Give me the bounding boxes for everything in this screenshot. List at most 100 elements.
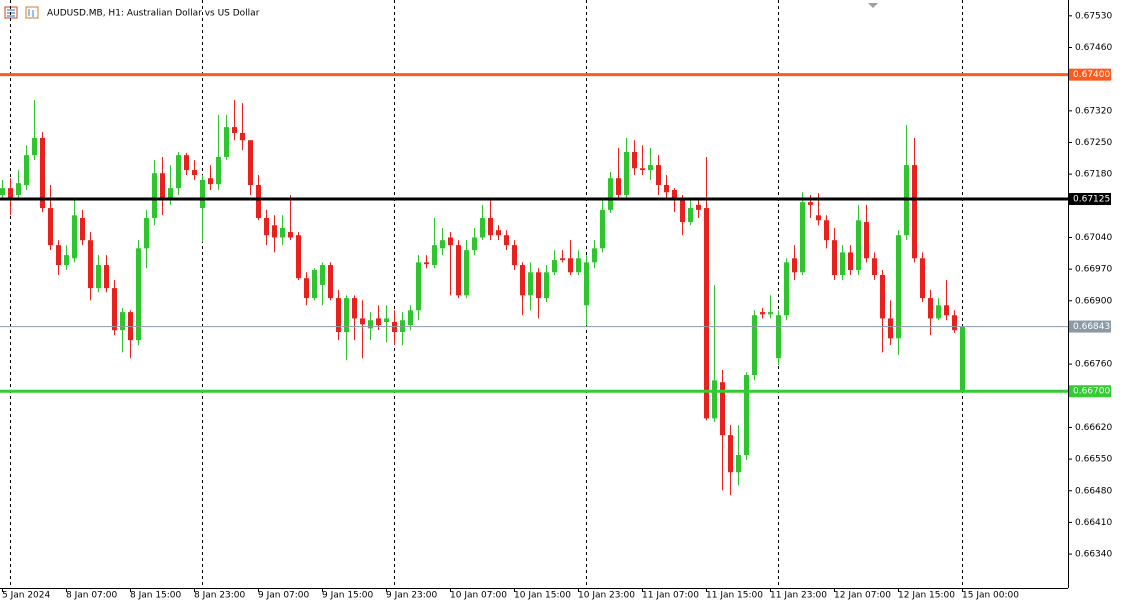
candle-body <box>920 258 925 299</box>
candle-body <box>256 184 261 219</box>
candle-body <box>320 265 325 285</box>
candle-body <box>168 188 173 200</box>
candle-body <box>800 202 805 273</box>
candle-body <box>496 230 501 236</box>
candle-body <box>384 318 389 323</box>
candle-body <box>72 215 77 259</box>
candle-body <box>24 155 29 185</box>
candle-body <box>760 312 765 315</box>
candle-body <box>456 245 461 296</box>
candle-body <box>656 165 661 185</box>
candle-body <box>360 318 365 325</box>
candle-body <box>336 298 341 332</box>
candle-body <box>872 258 877 276</box>
candle-body <box>552 260 557 273</box>
candle-body <box>464 250 469 296</box>
x-tick-label: 9 Jan 15:00 <box>322 591 374 601</box>
candle-body <box>304 278 309 299</box>
candle-body <box>56 245 61 266</box>
candle-body <box>112 288 117 331</box>
y-tick-label: 0.66900 <box>1075 296 1112 306</box>
candle-body <box>744 374 749 456</box>
candle-body <box>248 140 253 185</box>
candle-body <box>296 235 301 279</box>
candle-body <box>344 298 349 332</box>
candle-body <box>848 252 853 271</box>
candle-body <box>416 262 421 311</box>
price-level-tag <box>1069 385 1111 398</box>
candle-body <box>736 455 741 473</box>
candle-body <box>176 155 181 189</box>
candle-body <box>80 218 85 241</box>
candle-body <box>784 262 789 316</box>
candle-body <box>136 248 141 341</box>
price-level-label: 0.66843 <box>1073 322 1110 332</box>
x-tick-label: 12 Jan 07:00 <box>834 591 891 601</box>
price-level-tag <box>1069 68 1111 81</box>
candle-body <box>952 315 957 331</box>
candle-body <box>536 272 541 299</box>
candle-body <box>608 178 613 210</box>
price-level-label: 0.67400 <box>1073 70 1110 80</box>
candle-body <box>368 320 373 329</box>
candle-body <box>432 245 437 266</box>
candle-body <box>480 218 485 238</box>
candle-body <box>448 237 453 246</box>
candle-body <box>808 202 813 205</box>
candle-body <box>288 232 293 238</box>
y-tick-label: 0.66970 <box>1075 265 1112 275</box>
candle-body <box>888 318 893 339</box>
candle-body <box>376 318 381 326</box>
candle-body <box>672 189 677 200</box>
y-tick-label: 0.67040 <box>1075 233 1112 243</box>
candle-body <box>184 155 189 171</box>
candle-body <box>720 382 725 436</box>
candle-body <box>8 188 13 199</box>
y-tick-label: 0.67460 <box>1075 43 1112 53</box>
x-tick-label: 9 Jan 23:00 <box>386 591 438 601</box>
candle-body <box>240 132 245 141</box>
y-tick-label: 0.67530 <box>1075 11 1112 21</box>
candle-body <box>160 173 165 199</box>
candle-body <box>512 245 517 266</box>
x-tick-label: 10 Jan 15:00 <box>514 591 571 601</box>
candle-body <box>576 258 581 273</box>
candle-body <box>912 165 917 259</box>
candle-body <box>568 258 573 273</box>
candle-body <box>592 248 597 263</box>
candle-body <box>120 312 125 331</box>
candle-body <box>752 315 757 375</box>
x-tick-label: 10 Jan 07:00 <box>450 591 507 601</box>
candle-body <box>424 262 429 265</box>
candle-body <box>584 262 589 306</box>
price-level-tag <box>1069 320 1111 333</box>
candle-body <box>328 265 333 299</box>
candle-body <box>712 380 717 419</box>
y-tick-label: 0.67250 <box>1075 138 1112 148</box>
candle-body <box>504 235 509 246</box>
candle-body <box>936 305 941 319</box>
x-tick-label: 10 Jan 23:00 <box>578 591 635 601</box>
chart-title: AUDUSD.MB, H1: Australian Dollar vs US D… <box>47 9 260 19</box>
candle-body <box>856 220 861 271</box>
candle-body <box>264 218 269 236</box>
candle-body <box>680 199 685 223</box>
candle-body <box>864 222 869 259</box>
x-tick-label: 8 Jan 23:00 <box>194 591 246 601</box>
x-tick-label: 9 Jan 07:00 <box>258 591 310 601</box>
candle-body <box>528 272 533 296</box>
candle-body <box>352 298 357 319</box>
candle-body <box>704 208 709 419</box>
candle-body <box>960 326 965 391</box>
candle-body <box>600 209 605 249</box>
candle-body <box>152 173 157 219</box>
candle-body <box>472 237 477 251</box>
x-tick-label: 11 Jan 15:00 <box>706 591 763 601</box>
chart-icon[interactable] <box>25 6 39 19</box>
shift-marker <box>868 3 878 8</box>
candle-body <box>408 310 413 326</box>
candle-body <box>816 215 821 221</box>
candle-body <box>688 208 693 223</box>
candle-body <box>768 312 773 315</box>
